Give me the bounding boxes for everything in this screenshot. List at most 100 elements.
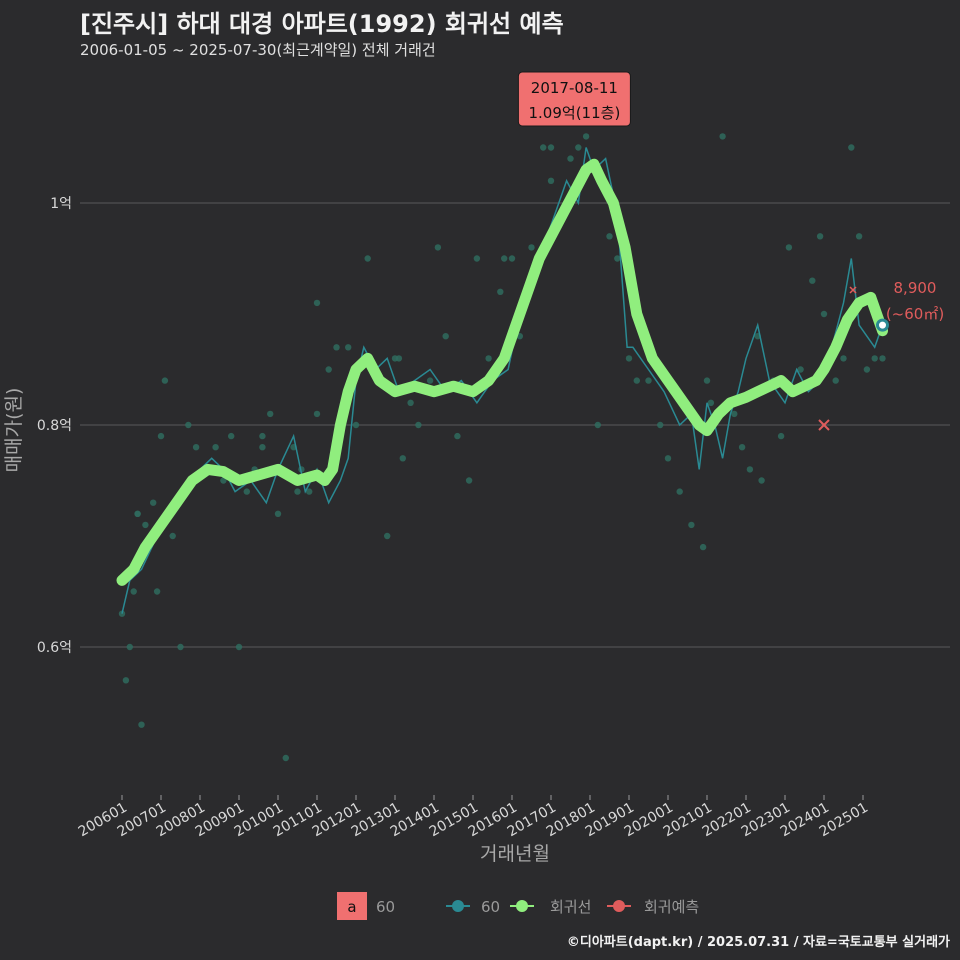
special-marks bbox=[818, 318, 889, 431]
scatter-point bbox=[501, 255, 508, 262]
scatter-point bbox=[426, 377, 434, 384]
series-line-regression bbox=[116, 158, 888, 586]
scatter-point bbox=[454, 432, 461, 440]
chart-subtitle: 2006-01-05 ~ 2025-07-30(최근계약일) 전체 거래건 bbox=[80, 41, 436, 59]
scatter-point bbox=[848, 144, 855, 151]
scatter-point bbox=[758, 477, 765, 484]
legend-marker-prediction bbox=[613, 900, 625, 912]
scatter-point bbox=[797, 366, 804, 373]
legend-label-prediction: 회귀예측 bbox=[644, 898, 699, 916]
scatter-point bbox=[809, 277, 816, 284]
scatter-point bbox=[699, 543, 707, 551]
scatter-point bbox=[364, 255, 371, 262]
credit-text: ©디아파트(dapt.kr) / 2025.07.31 / 자료=국토교통부 실… bbox=[566, 935, 950, 950]
scatter-point bbox=[645, 377, 652, 384]
scatter-point bbox=[153, 588, 161, 595]
scatter-point bbox=[707, 399, 715, 406]
scatter-points bbox=[118, 111, 886, 762]
scatter-point bbox=[395, 355, 403, 362]
scatter-point bbox=[528, 244, 535, 251]
scatter-point bbox=[575, 144, 582, 151]
scatter-point bbox=[415, 421, 422, 429]
scatter-point bbox=[442, 333, 449, 340]
scatter-point bbox=[832, 377, 839, 384]
scatter-point bbox=[676, 488, 683, 495]
y-axis-ticks: 0.6억 0.8억 1억 bbox=[37, 196, 72, 656]
scatter-point bbox=[785, 244, 793, 251]
scatter-point bbox=[434, 244, 442, 251]
scatter-point bbox=[157, 432, 165, 440]
scatter-point bbox=[625, 355, 633, 362]
scatter-point bbox=[399, 455, 406, 462]
scatter-point bbox=[212, 444, 219, 451]
scatter-point bbox=[134, 510, 141, 517]
scatter-point bbox=[138, 721, 145, 728]
grid-lines bbox=[80, 202, 950, 648]
annotation-price: 1.09억(11층) bbox=[529, 104, 621, 122]
x-axis-ticks: 2006012007012008012009012010012011012012… bbox=[76, 795, 871, 840]
scatter-point bbox=[325, 366, 332, 373]
scatter-point bbox=[282, 754, 289, 762]
y-tick-label: 0.8억 bbox=[37, 418, 72, 434]
legend-label-60-area: 60 bbox=[376, 898, 395, 916]
scatter-point bbox=[235, 643, 243, 651]
legend-key-label-box bbox=[337, 892, 367, 920]
legend-label-regression: 회귀선 bbox=[550, 898, 591, 916]
scatter-point bbox=[879, 355, 886, 362]
scatter-point bbox=[130, 588, 137, 595]
scatter-point bbox=[142, 521, 149, 529]
scatter-point bbox=[863, 366, 871, 373]
annotation-top: 2017-08-11 1.09억(11층) bbox=[517, 71, 631, 127]
scatter-point bbox=[384, 532, 391, 540]
scatter-point bbox=[731, 410, 738, 418]
scatter-point bbox=[540, 144, 547, 151]
annotation-date: 2017-08-11 bbox=[531, 79, 618, 97]
annotation-last-price: 8,900 bbox=[894, 279, 937, 297]
scatter-point bbox=[345, 344, 352, 351]
scatter-point bbox=[267, 410, 274, 418]
scatter-point bbox=[738, 444, 746, 451]
scatter-point bbox=[746, 466, 754, 473]
scatter-point bbox=[582, 133, 590, 140]
annotation-last-area: (~60㎡) bbox=[886, 305, 944, 323]
scatter-point bbox=[657, 421, 664, 429]
scatter-point bbox=[313, 410, 321, 418]
scatter-point bbox=[594, 421, 601, 429]
scatter-point bbox=[122, 677, 130, 684]
annotation-last: 8,900 (~60㎡) bbox=[849, 279, 944, 323]
y-tick-label: 1억 bbox=[50, 196, 72, 212]
scatter-point bbox=[664, 455, 672, 462]
scatter-point bbox=[465, 477, 473, 484]
scatter-point bbox=[497, 288, 504, 295]
scatter-point bbox=[126, 643, 133, 651]
legend-label-60: 60 bbox=[481, 898, 500, 916]
scatter-point bbox=[871, 355, 878, 362]
scatter-point bbox=[192, 444, 200, 451]
prediction-mark bbox=[818, 419, 830, 431]
legend-key-label-text: a bbox=[347, 898, 356, 916]
legend-marker-regression bbox=[516, 900, 528, 912]
scatter-point bbox=[274, 510, 282, 517]
scatter-point bbox=[306, 488, 313, 495]
legend-marker-60 bbox=[452, 900, 464, 912]
scatter-point bbox=[840, 355, 847, 362]
scatter-point bbox=[243, 488, 250, 495]
scatter-point bbox=[633, 377, 640, 384]
scatter-point bbox=[508, 255, 516, 262]
scatter-point bbox=[220, 477, 227, 484]
scatter-point bbox=[407, 399, 414, 406]
scatter-point bbox=[473, 255, 481, 262]
scatter-point bbox=[333, 344, 340, 351]
scatter-point bbox=[567, 155, 574, 162]
scatter-point bbox=[150, 499, 157, 506]
scatter-point bbox=[169, 532, 176, 540]
scatter-point bbox=[177, 643, 184, 651]
scatter-point bbox=[719, 133, 726, 140]
scatter-point bbox=[614, 255, 621, 262]
annotation-last-tick bbox=[849, 286, 857, 294]
scatter-point bbox=[547, 144, 555, 151]
scatter-point bbox=[820, 310, 828, 318]
scatter-point bbox=[352, 421, 360, 429]
scatter-point bbox=[816, 233, 824, 240]
